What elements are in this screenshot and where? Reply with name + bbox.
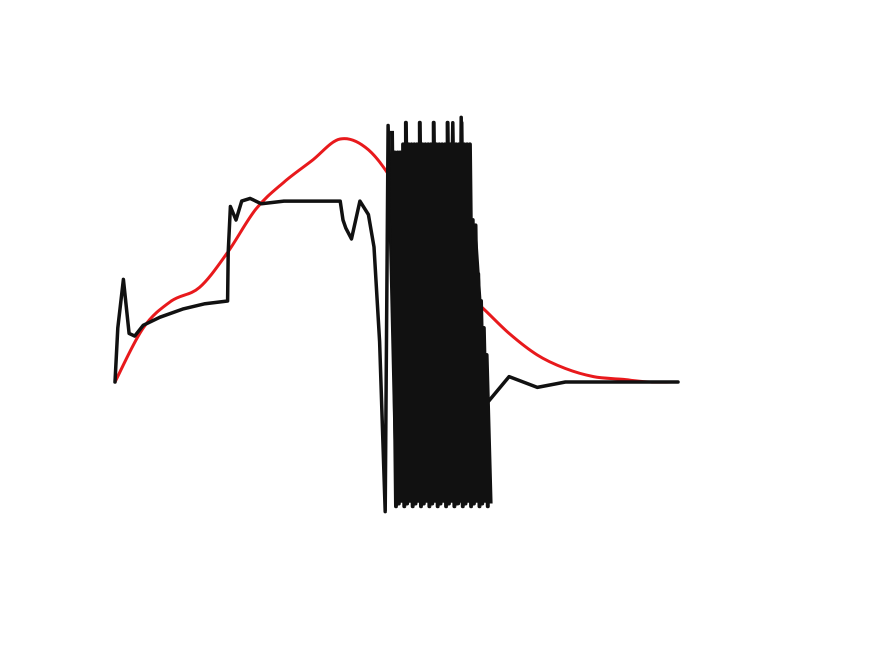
- series-layer: [113, 115, 680, 514]
- series-2-oscillation-band: [390, 120, 493, 509]
